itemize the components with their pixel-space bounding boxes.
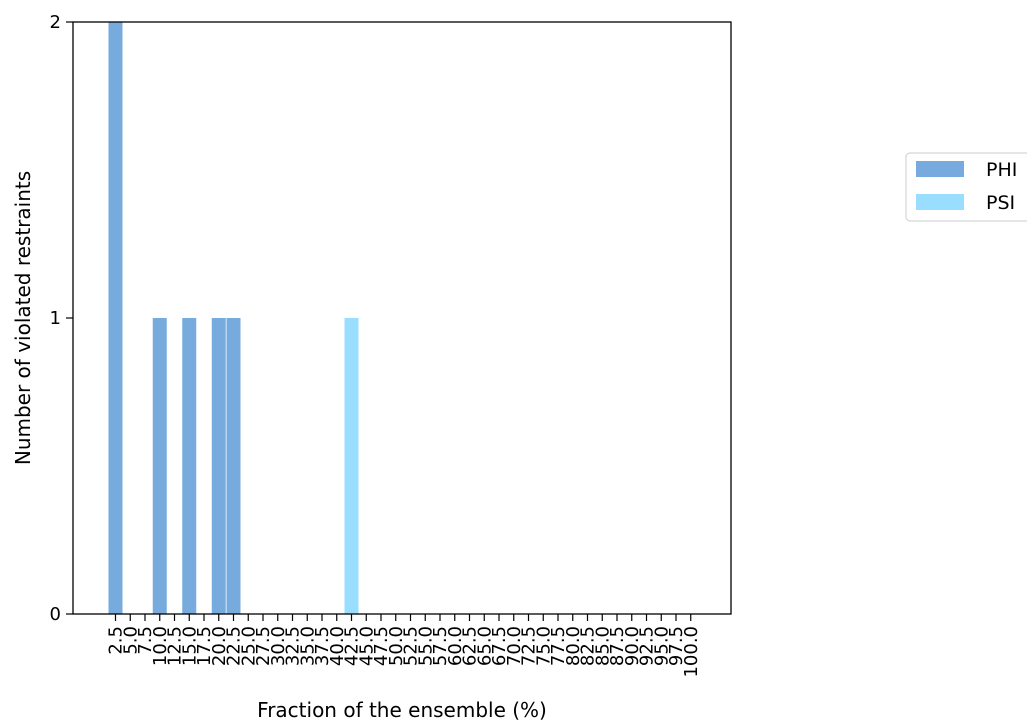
bars-layer (108, 22, 359, 614)
x-tick-label: 40.0 (327, 626, 348, 666)
x-axis-label: Fraction of the ensemble (%) (257, 698, 547, 722)
x-tick-label: 32.5 (283, 626, 304, 666)
x-tick-label: 37.5 (312, 626, 333, 666)
x-tick-label: 100.0 (681, 626, 702, 678)
x-tick-label: 80.0 (563, 626, 584, 666)
y-tick-label: 0 (50, 604, 61, 625)
x-axis-ticks: 2.55.07.510.012.515.017.520.022.525.027.… (106, 614, 702, 678)
x-tick-label: 75.0 (533, 626, 554, 666)
x-tick-label: 87.5 (607, 626, 628, 666)
y-tick-label: 2 (50, 12, 61, 33)
x-tick-label: 77.5 (548, 626, 569, 666)
x-tick-label: 17.5 (194, 626, 215, 666)
x-tick-label: 85.0 (592, 626, 613, 666)
x-tick-label: 97.5 (666, 626, 687, 666)
x-tick-label: 2.5 (106, 626, 127, 655)
bar-phi-20.0 (211, 318, 226, 614)
x-tick-label: 27.5 (253, 626, 274, 666)
x-tick-label: 90.0 (622, 626, 643, 666)
x-tick-label: 22.5 (224, 626, 245, 666)
x-tick-label: 25.0 (238, 626, 259, 666)
x-tick-label: 15.0 (179, 626, 200, 666)
x-tick-label: 67.5 (489, 626, 510, 666)
x-tick-label: 72.5 (519, 626, 540, 666)
x-tick-label: 62.5 (460, 626, 481, 666)
bar-psi-42.5 (344, 318, 359, 614)
legend-label-psi: PSI (986, 192, 1015, 214)
y-axis-ticks: 0 1 2 (50, 12, 73, 625)
bar-phi-2.5 (108, 22, 123, 614)
legend-swatch-psi (916, 194, 964, 210)
x-tick-label: 7.5 (135, 626, 156, 655)
x-tick-label: 10.0 (150, 626, 171, 666)
y-axis-label: Number of violated restraints (11, 171, 35, 465)
x-tick-label: 52.5 (401, 626, 422, 666)
x-tick-label: 55.0 (415, 626, 436, 666)
bar-phi-15.0 (182, 318, 197, 614)
bar-phi-22.5 (226, 318, 241, 614)
x-tick-label: 70.0 (504, 626, 525, 666)
x-tick-label: 45.0 (356, 626, 377, 666)
x-tick-label: 5.0 (120, 626, 141, 655)
x-tick-label: 82.5 (578, 626, 599, 666)
plot-frame (72, 21, 732, 615)
x-tick-label: 95.0 (651, 626, 672, 666)
legend-swatch-phi (916, 161, 964, 177)
bar-phi-10.0 (152, 318, 167, 614)
legend: PHI PSI (905, 152, 1027, 222)
x-tick-label: 35.0 (297, 626, 318, 666)
x-tick-label: 65.0 (474, 626, 495, 666)
x-tick-label: 60.0 (445, 626, 466, 666)
x-tick-label: 42.5 (342, 626, 363, 666)
x-tick-label: 57.5 (430, 626, 451, 666)
legend-label-phi: PHI (986, 159, 1017, 181)
x-tick-label: 12.5 (165, 626, 186, 666)
x-tick-label: 47.5 (371, 626, 392, 666)
x-tick-label: 30.0 (268, 626, 289, 666)
y-tick-label: 1 (50, 308, 61, 329)
x-tick-label: 20.0 (209, 626, 230, 666)
x-tick-label: 92.5 (637, 626, 658, 666)
x-tick-label: 50.0 (386, 626, 407, 666)
